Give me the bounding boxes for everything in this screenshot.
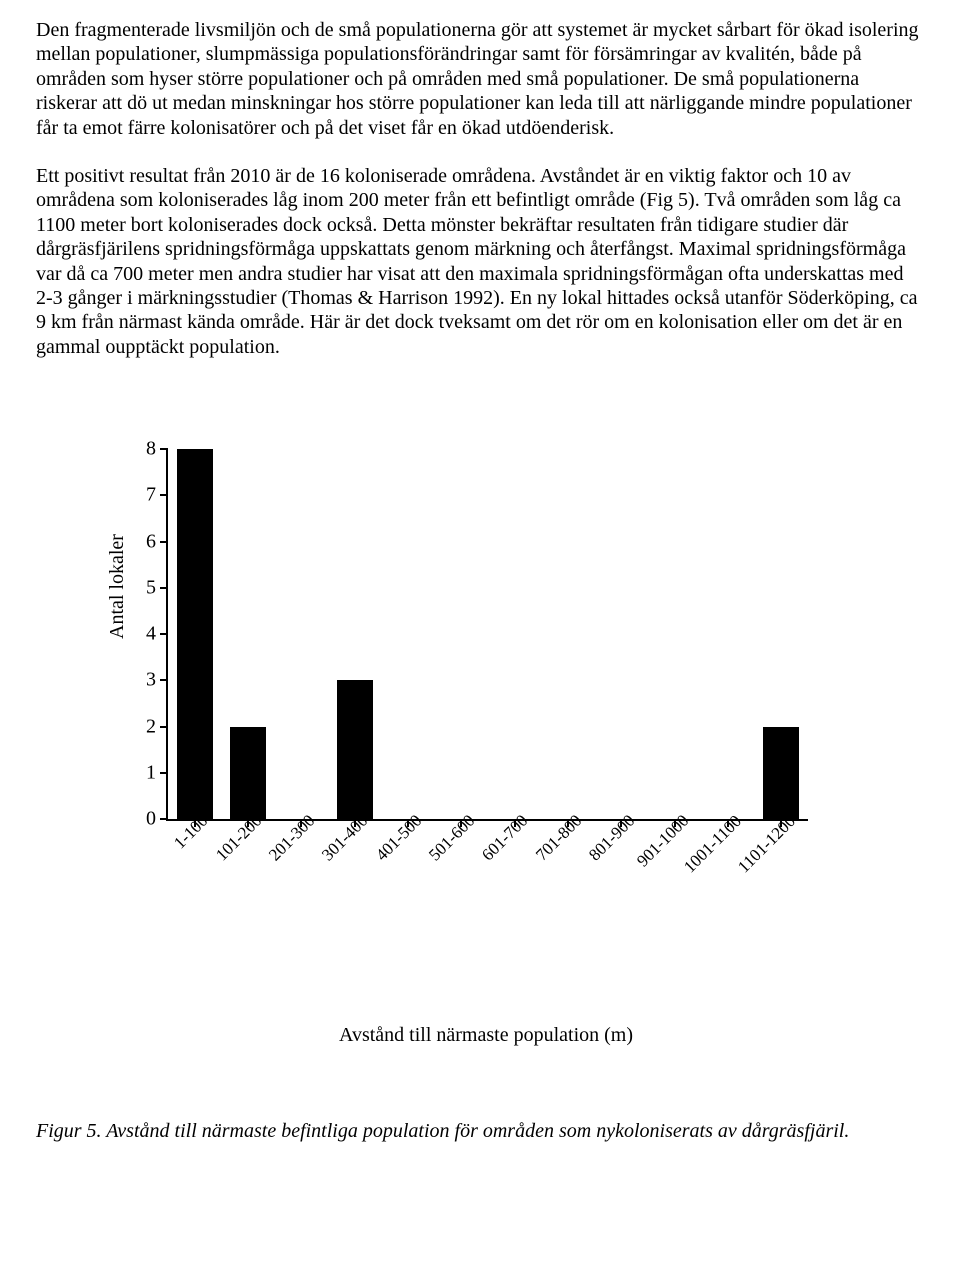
paragraph-2: Ett positivt resultat från 2010 är de 16… <box>36 164 924 359</box>
bar-chart: Antal lokaler 0123456781-100101-200201-3… <box>86 439 846 939</box>
x-tick-label: 1001-1100 <box>680 811 746 877</box>
x-tick-label: 301-400 <box>318 811 372 865</box>
x-axis-label: Avstånd till närmaste population (m) <box>166 1024 806 1047</box>
figure-caption: Figur 5. Avstånd till närmaste befintlig… <box>36 1119 924 1143</box>
chart-container: Antal lokaler 0123456781-100101-200201-3… <box>86 439 924 939</box>
x-tick-label: 1101-1200 <box>734 811 800 877</box>
x-tick-label: 201-300 <box>265 811 319 865</box>
y-tick <box>160 679 168 681</box>
y-tick <box>160 494 168 496</box>
bar <box>230 727 266 820</box>
x-tick-label: 501-600 <box>425 811 479 865</box>
bar <box>763 727 799 820</box>
y-tick <box>160 587 168 589</box>
paragraph-1: Den fragmenterade livsmiljön och de små … <box>36 18 924 140</box>
x-tick-label: 401-500 <box>372 811 426 865</box>
y-tick-label: 8 <box>132 438 156 461</box>
y-tick <box>160 633 168 635</box>
x-tick-label: 101-200 <box>212 811 266 865</box>
y-tick-label: 0 <box>132 808 156 831</box>
x-tick-label: 701-800 <box>532 811 586 865</box>
y-axis-label: Antal lokaler <box>106 534 129 639</box>
plot-area: 0123456781-100101-200201-300301-400401-5… <box>166 449 808 821</box>
y-tick-label: 7 <box>132 484 156 507</box>
x-tick-label: 601-700 <box>478 811 532 865</box>
bar <box>337 680 373 819</box>
y-tick <box>160 818 168 820</box>
y-tick-label: 5 <box>132 576 156 599</box>
y-tick <box>160 726 168 728</box>
y-tick-label: 1 <box>132 761 156 784</box>
y-tick <box>160 541 168 543</box>
x-tick-label: 801-900 <box>585 811 639 865</box>
y-tick <box>160 448 168 450</box>
y-tick-label: 6 <box>132 530 156 553</box>
y-tick <box>160 772 168 774</box>
y-tick-label: 2 <box>132 715 156 738</box>
y-tick-label: 4 <box>132 623 156 646</box>
document-page: Den fragmenterade livsmiljön och de små … <box>0 0 960 1276</box>
y-tick-label: 3 <box>132 669 156 692</box>
bar <box>177 449 213 819</box>
